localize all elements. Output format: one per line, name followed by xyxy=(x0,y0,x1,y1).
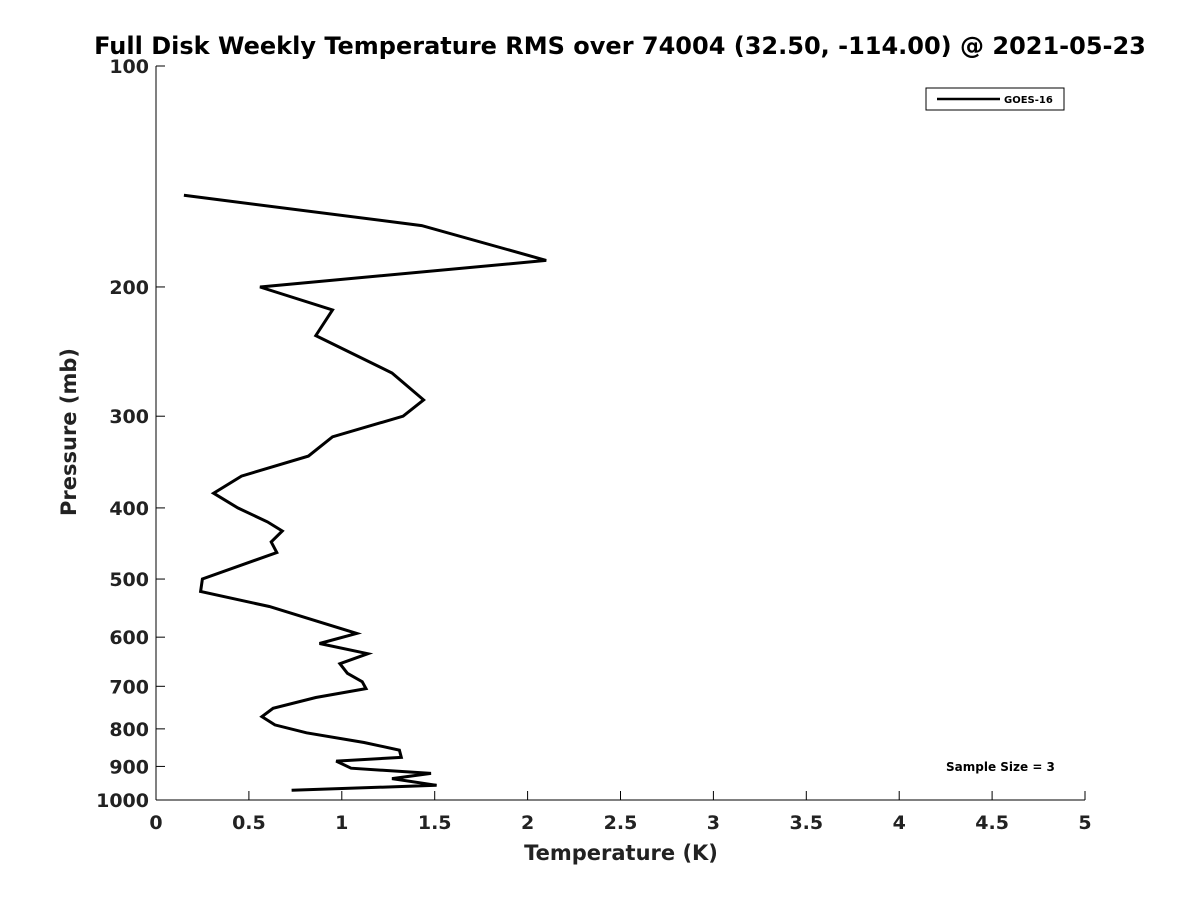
chart-title: Full Disk Weekly Temperature RMS over 74… xyxy=(94,32,1146,60)
y-tick-label: 700 xyxy=(109,676,149,698)
y-tick-label: 900 xyxy=(109,756,149,778)
legend: GOES-16 xyxy=(925,87,1065,111)
y-tick-label: 600 xyxy=(109,627,149,649)
y-axis-label: Pressure (mb) xyxy=(57,348,81,516)
y-tick-label: 800 xyxy=(109,719,149,741)
x-tick-label: 5 xyxy=(1078,812,1091,834)
x-tick-label: 2 xyxy=(521,812,534,834)
x-tick-label: 1 xyxy=(335,812,348,834)
y-tick-label: 300 xyxy=(109,406,149,428)
y-tick-label: 100 xyxy=(109,56,149,78)
x-tick-label: 4 xyxy=(893,812,906,834)
x-axis-label: Temperature (K) xyxy=(524,841,718,865)
x-tick-label: 0.5 xyxy=(232,812,266,834)
y-ticks: 100 200 300 400 500 600 700 800 900 1000 xyxy=(96,56,165,812)
x-tick-label: 3.5 xyxy=(789,812,823,834)
y-tick-label: 1000 xyxy=(96,790,149,812)
legend-label-goes-16: GOES-16 xyxy=(1004,95,1053,106)
y-tick-label: 200 xyxy=(109,277,149,299)
plot-area: 0 0.5 1 1.5 2 2.5 3 3.5 4 4.5 5 100 200 300 400 500 600… xyxy=(96,56,1092,834)
y-tick-label: 500 xyxy=(109,569,149,591)
x-tick-label: 4.5 xyxy=(975,812,1009,834)
sample-size-annotation: Sample Size = 3 xyxy=(946,760,1055,774)
x-tick-label: 3 xyxy=(707,812,720,834)
x-tick-label: 2.5 xyxy=(604,812,638,834)
y-tick-label: 400 xyxy=(109,498,149,520)
x-ticks: 0 0.5 1 1.5 2 2.5 3 3.5 4 4.5 5 xyxy=(149,791,1092,834)
series-line-goes-16 xyxy=(183,193,547,792)
x-tick-label: 0 xyxy=(149,812,162,834)
x-tick-label: 1.5 xyxy=(418,812,452,834)
series-layer xyxy=(183,193,547,792)
